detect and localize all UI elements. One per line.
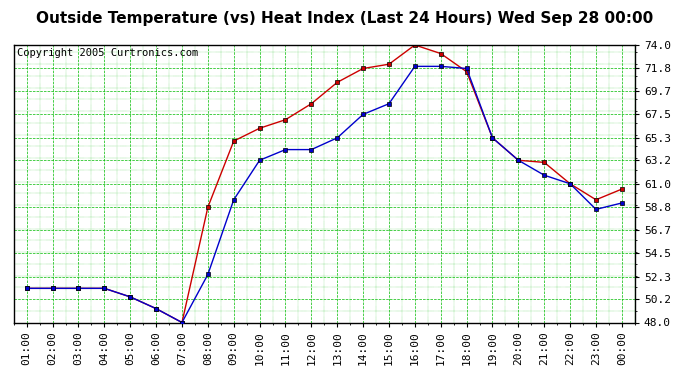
Text: Outside Temperature (vs) Heat Index (Last 24 Hours) Wed Sep 28 00:00: Outside Temperature (vs) Heat Index (Las… bbox=[37, 11, 653, 26]
Text: Copyright 2005 Curtronics.com: Copyright 2005 Curtronics.com bbox=[17, 48, 198, 58]
